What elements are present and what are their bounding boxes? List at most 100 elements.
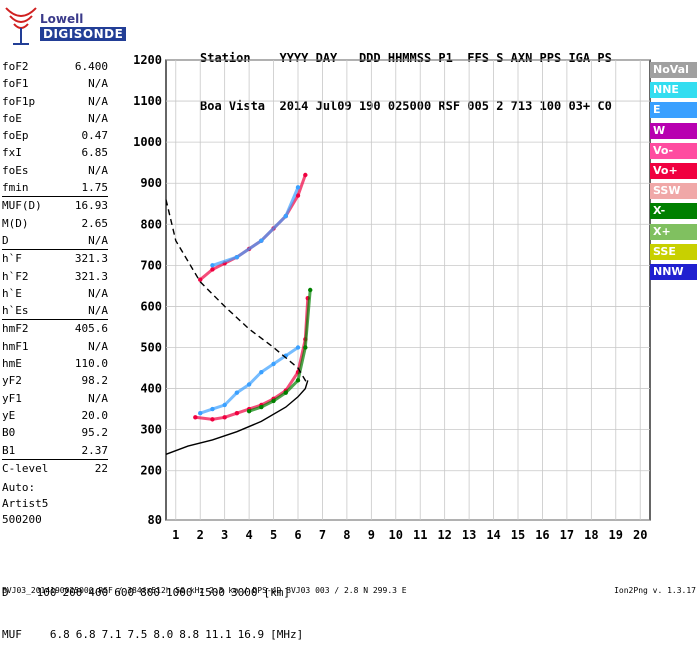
param-row-hf2: h`F2 321.3 xyxy=(2,268,108,285)
y-tick-label: 80 xyxy=(148,513,162,527)
logo-text-lowell: Lowell xyxy=(40,12,84,26)
param-row-hf: h`F 321.3 xyxy=(2,249,108,267)
autoscaling-info: Auto: Artist5 500200 xyxy=(2,480,48,528)
x-tick-label: 3 xyxy=(221,528,228,542)
trace-line xyxy=(195,298,310,421)
param-name: hmE xyxy=(2,357,22,371)
trace-line xyxy=(248,289,312,413)
param-row-yf2: yF2 98.2 xyxy=(2,372,108,389)
drow-value: 200 xyxy=(62,586,83,599)
param-name: D xyxy=(2,233,9,247)
y-tick-label: 300 xyxy=(140,423,162,437)
legend-item-vo: Vo- xyxy=(650,142,697,159)
param-name: B0 xyxy=(2,426,16,440)
drow-value: 400 xyxy=(88,586,109,599)
muf-row: MUF 6.8 6.8 7.1 7.5 8.0 8.8 11.1 16.9 [MHz] xyxy=(2,628,309,642)
param-name: foEs xyxy=(2,163,29,177)
y-tick-label: 600 xyxy=(140,299,162,313)
param-row-hes: h`Es N/A xyxy=(2,302,108,319)
drow-unit: [km] xyxy=(263,586,291,599)
drow-value: 1000 xyxy=(166,586,193,599)
param-row-b1: B1 2.37 xyxy=(2,442,108,459)
param-value: 20.0 xyxy=(81,408,109,422)
profile-dashed-line xyxy=(165,199,309,385)
drow-value: 3000 xyxy=(231,586,258,599)
drow-value: 800 xyxy=(140,586,160,599)
param-name: hmF2 xyxy=(2,322,29,336)
file-info: BVJ03_2014190025000.RSF / 384fx512h 50 k… xyxy=(2,586,407,595)
mrow-unit: [MHz] xyxy=(270,628,304,641)
x-tick-label: 8 xyxy=(343,528,350,542)
param-name: foEp xyxy=(2,129,29,143)
param-row-foep: foEp 0.47 xyxy=(2,127,108,144)
param-row-hmf1: hmF1 N/A xyxy=(2,338,108,355)
y-tick-label: 800 xyxy=(140,217,162,231)
param-name: M(D) xyxy=(2,216,29,230)
param-row-fmin: fmin 1.75 xyxy=(2,179,108,196)
param-name: MUF(D) xyxy=(2,199,42,213)
logo-text-digisonde: DIGISONDE xyxy=(40,27,127,41)
param-name: foF1p xyxy=(2,94,36,108)
param-value: 110.0 xyxy=(74,357,108,371)
param-name: fmin xyxy=(2,181,29,195)
param-value: 321.3 xyxy=(74,252,108,266)
logo: Lowell DIGISONDE xyxy=(0,0,127,48)
chart-curves xyxy=(165,199,309,455)
legend: NoVal NNE E W Vo- Vo+ SSW X- X+ SSE NNW xyxy=(650,62,697,284)
legend-item-ssw: SSW xyxy=(650,183,697,200)
chart-ticks: 1 2 3 4 5 6 7 8 9 10 11 12 13 14 15 16 17 18 19 20802003004… xyxy=(133,53,647,542)
legend-item-nnw: NNW xyxy=(650,263,697,280)
x-tick-label: 1 xyxy=(172,528,179,542)
y-tick-label: 1100 xyxy=(133,94,162,108)
param-value: N/A xyxy=(88,77,108,91)
param-name: foF2 xyxy=(2,60,29,73)
chart-grid xyxy=(165,59,651,521)
param-value: N/A xyxy=(88,391,108,405)
param-row-ye: yE 20.0 xyxy=(2,407,108,424)
param-value: 22 xyxy=(94,461,108,475)
mrow-value: 6.8 xyxy=(75,628,96,641)
param-value: 16.93 xyxy=(74,199,108,213)
drow-value: 1500 xyxy=(198,586,226,599)
legend-item-vo: Vo+ xyxy=(650,162,697,179)
x-tick-label: 17 xyxy=(560,528,574,542)
param-row-hmf2: hmF2 405.6 xyxy=(2,319,108,337)
x-tick-label: 16 xyxy=(535,528,549,542)
x-tick-label: 13 xyxy=(462,528,476,542)
mrow-value: 16.9 xyxy=(237,628,265,641)
param-row-hme: hmE 110.0 xyxy=(2,355,108,372)
drow-value: 600 xyxy=(114,586,135,599)
mrow-value: 7.1 xyxy=(101,628,122,641)
legend-item-sse: SSE xyxy=(650,243,697,260)
param-value: 6.400 xyxy=(74,60,108,73)
x-tick-label: 15 xyxy=(511,528,525,542)
param-name: B1 xyxy=(2,443,16,457)
x-tick-label: 6 xyxy=(294,528,301,542)
x-tick-label: 19 xyxy=(609,528,623,542)
param-value: N/A xyxy=(88,304,108,318)
param-name: h`F xyxy=(2,252,22,266)
y-tick-label: 700 xyxy=(140,258,162,272)
trace-line xyxy=(199,346,299,415)
param-value: N/A xyxy=(88,233,108,247)
auto-label: Auto: xyxy=(2,481,36,494)
param-value: 2.65 xyxy=(81,216,109,230)
y-tick-label: 1000 xyxy=(133,135,162,149)
legend-item-x: X- xyxy=(650,203,697,220)
x-tick-label: 10 xyxy=(389,528,403,542)
param-value: 1.75 xyxy=(81,181,109,195)
param-row-d: D N/A xyxy=(2,232,108,249)
x-tick-label: 14 xyxy=(486,528,500,542)
param-row-fxi: fxI 6.85 xyxy=(2,144,108,161)
param-name: foF1 xyxy=(2,77,29,91)
param-value: 98.2 xyxy=(81,374,109,388)
param-value: 321.3 xyxy=(74,269,108,283)
param-row-he: h`E N/A xyxy=(2,285,108,302)
muf-table: D 100 200 400 600 800 1000 1500 3000 [km] MUF 6.8 6… xyxy=(2,558,309,656)
param-value: N/A xyxy=(88,286,108,300)
param-row-fof1: foF1 N/A xyxy=(2,75,108,92)
legend-item-w: W xyxy=(650,122,697,139)
header-row-labels: Station YYYY DAY DDD HHMMSS P1 FFS S AXN… xyxy=(200,51,612,65)
distance-row: D 100 200 400 600 800 1000 1500 3000 [km] xyxy=(2,586,309,600)
x-tick-label: 12 xyxy=(437,528,451,542)
